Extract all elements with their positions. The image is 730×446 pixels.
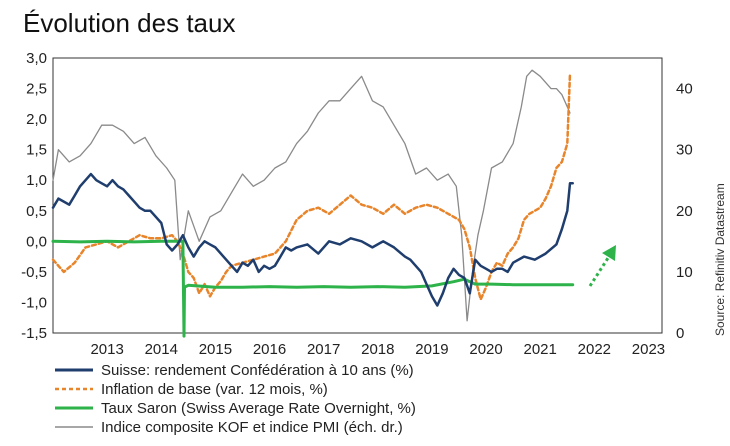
plot-frame [52,57,663,334]
x-tick-label: 2020 [469,341,502,358]
legend-label: Taux Saron (Swiss Average Rate Overnight… [101,400,416,417]
trend-arrow [588,245,616,287]
left-tick-label: 0,5 [26,203,47,220]
left-tick-label: -1,5 [21,325,47,342]
left-tick-label: 1,0 [26,172,47,189]
legend-label: Suisse: rendement Confédération à 10 ans… [101,362,414,379]
left-tick-label: -1,0 [21,294,47,311]
plot-border [52,57,663,334]
legend: Suisse: rendement Confédération à 10 ans… [55,362,416,436]
right-tick-label: 10 [676,264,693,281]
left-tick-label: 2,0 [26,111,47,128]
x-tick-label: 2019 [415,341,448,358]
chart-title: Évolution des taux [23,8,236,38]
x-tick-label: 2013 [90,341,123,358]
left-tick-label: 1,5 [26,142,47,159]
left-tick-label: 3,0 [26,50,47,67]
source-label: Source: Refinitiv Datastream [713,183,727,336]
legend-label: Inflation de base (var. 12 mois, %) [101,381,328,398]
left-axis-ticks: 3,0 2,5 2,0 1,5 1,0 0,5 0,0 -0,5 -1,0 -1,5 [21,50,47,342]
series-lines [51,69,575,338]
x-tick-label: 2023 [632,341,665,358]
x-axis-ticks: 2013 2014 2015 2016 2017 2018 2019 2020 2021 2022… [90,341,665,358]
series-line-0 [51,172,574,307]
right-axis-ticks: 40 30 20 10 0 [676,81,693,342]
left-tick-label: -0,5 [21,264,47,281]
right-tick-label: 30 [676,142,693,159]
left-tick-label: 0,0 [26,233,47,250]
right-tick-label: 0 [676,325,684,342]
x-tick-label: 2022 [578,341,611,358]
series-line-1 [51,72,572,301]
x-tick-label: 2014 [145,341,178,358]
trend-arrow-shaft [588,257,610,287]
x-tick-label: 2015 [199,341,232,358]
legend-label: Indice composite KOF et indice PMI (éch.… [101,419,403,436]
series-line-3 [52,69,571,322]
x-tick-label: 2018 [361,341,394,358]
series-line-2 [51,239,575,338]
trend-arrow-head [602,245,616,261]
right-tick-label: 20 [676,203,693,220]
right-tick-label: 40 [676,81,693,98]
x-tick-label: 2021 [524,341,557,358]
x-tick-label: 2017 [307,341,340,358]
x-tick-label: 2016 [253,341,286,358]
left-tick-label: 2,5 [26,81,47,98]
